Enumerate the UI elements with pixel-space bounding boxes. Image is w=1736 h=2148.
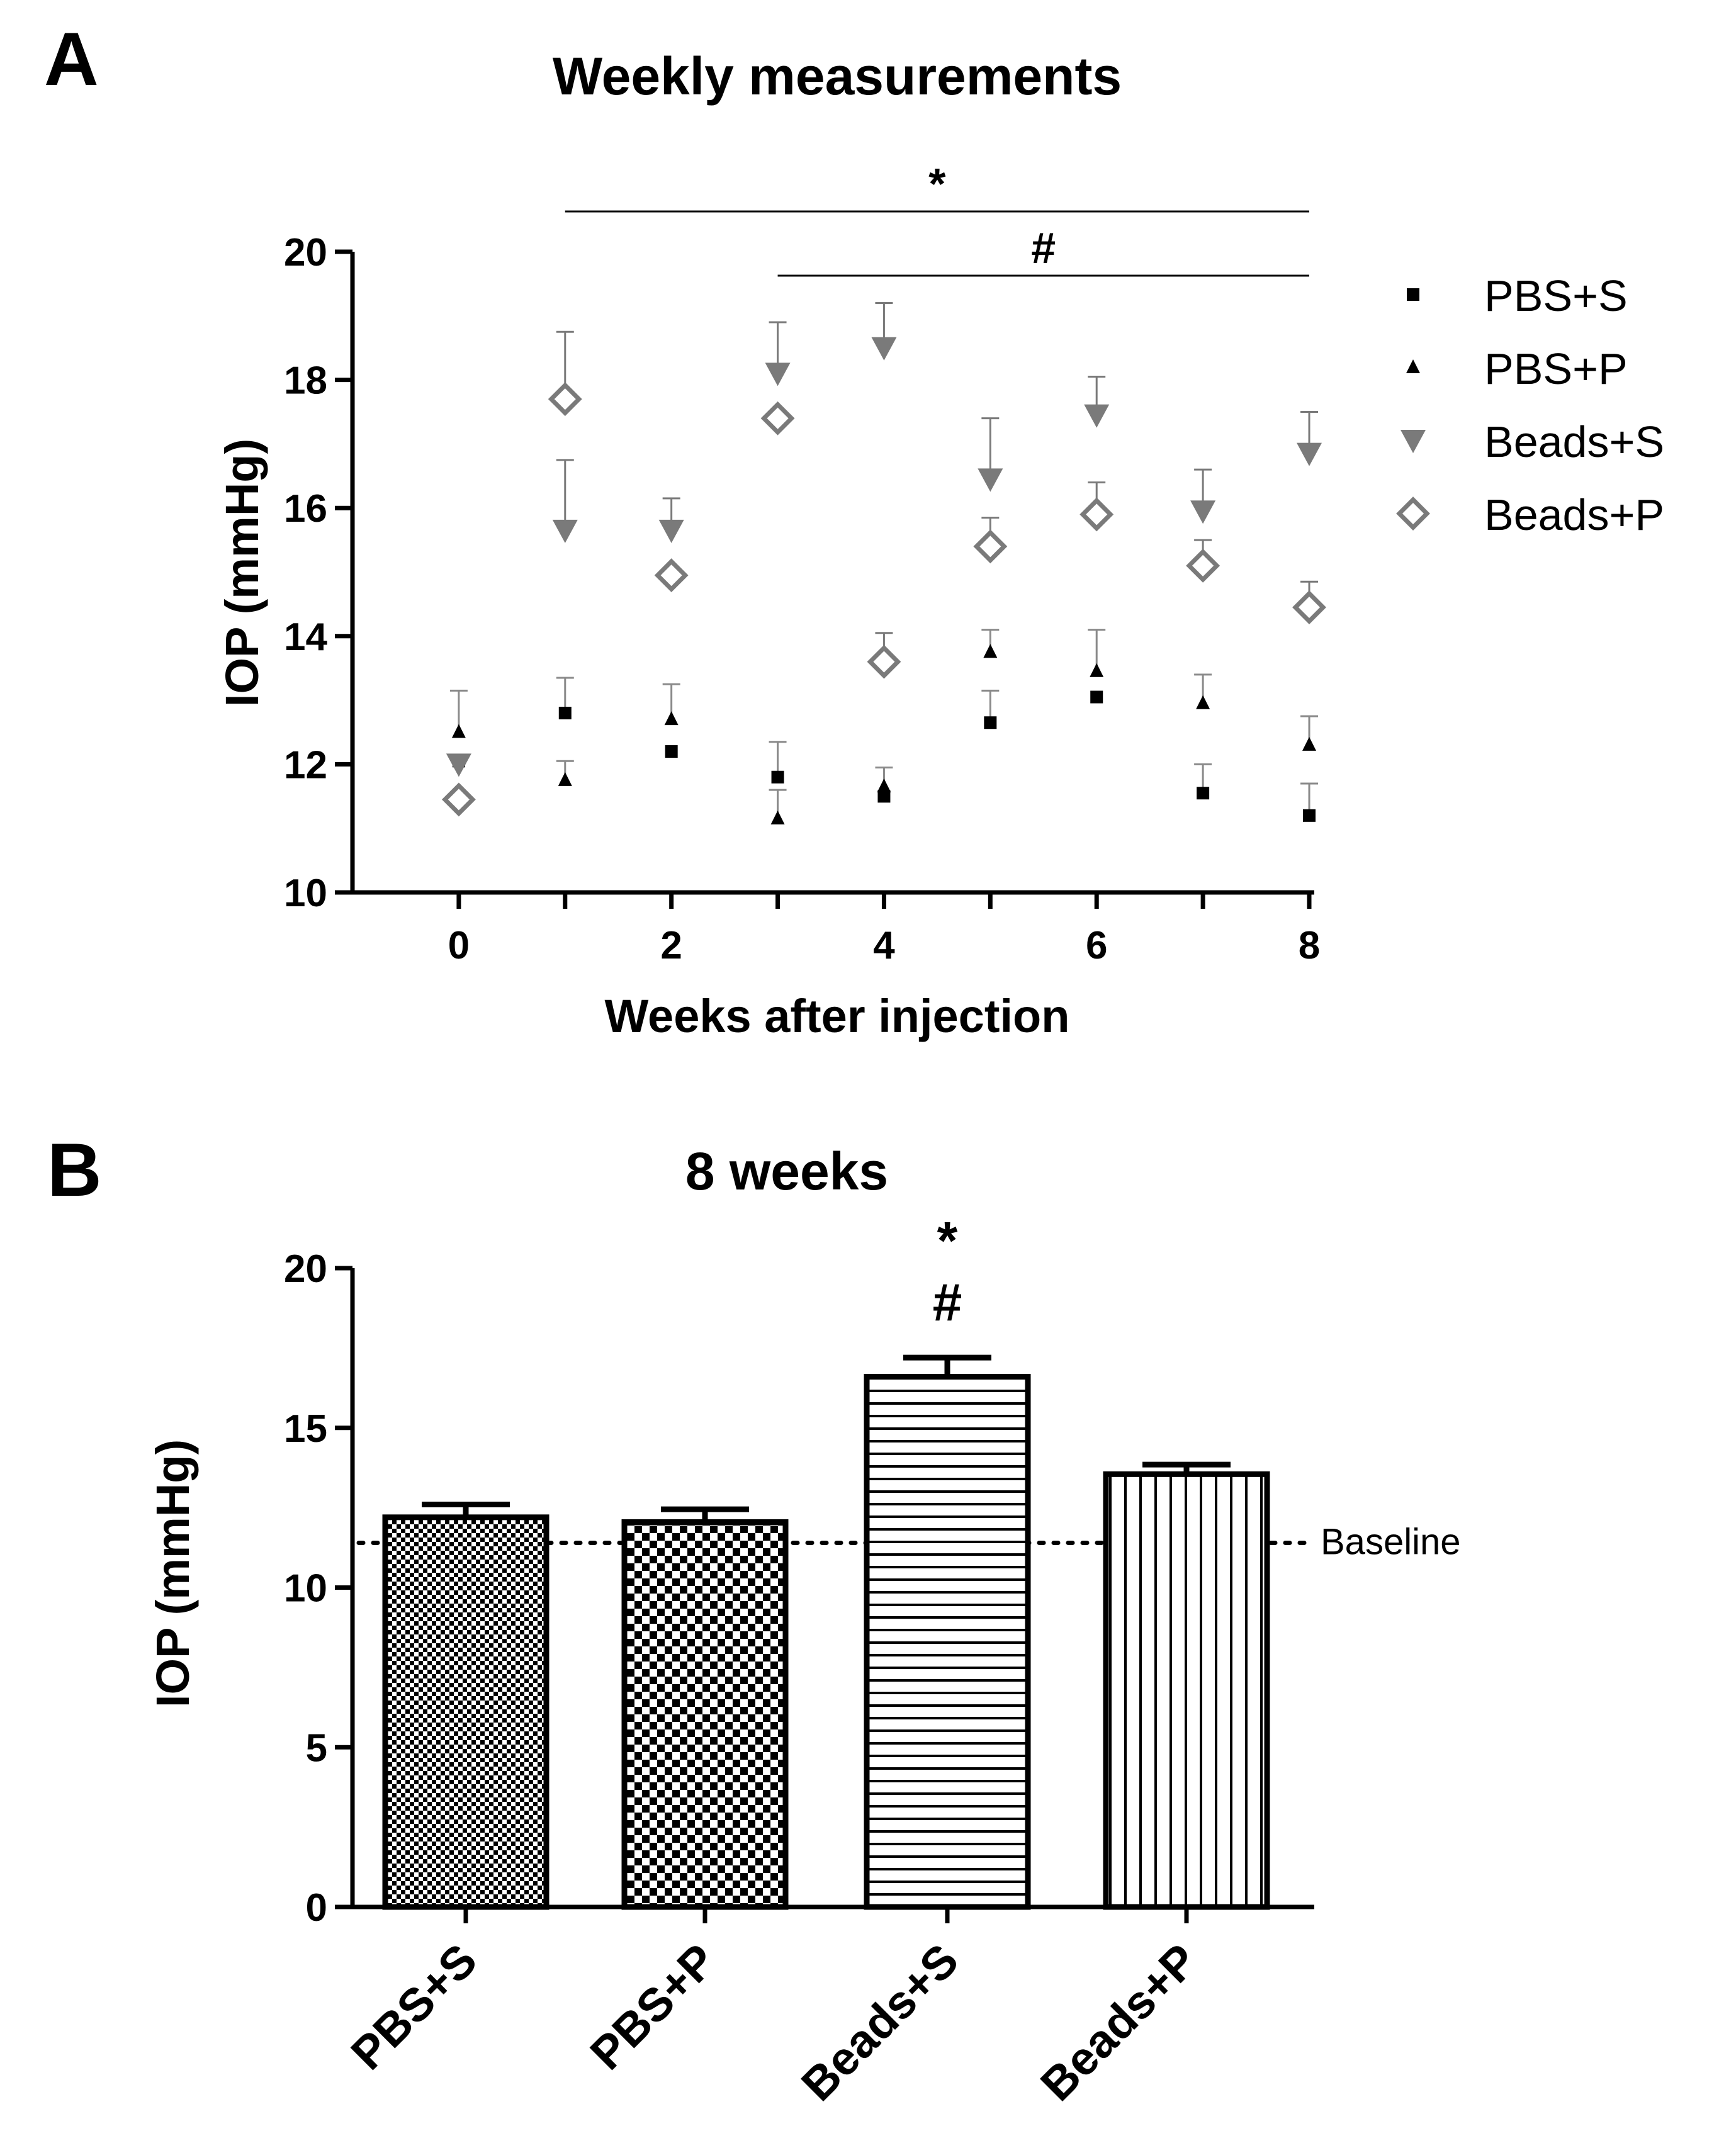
chart-a-point	[983, 644, 998, 658]
chart-a-point	[1303, 809, 1316, 822]
chart-a-series-pbs-s	[452, 677, 1318, 822]
chart-a-point	[770, 810, 785, 824]
chart-a-series-pbs-p	[449, 629, 1318, 824]
chart-a-y-tick-label: 14	[284, 616, 327, 659]
chart-b-y-tick-label: 10	[284, 1567, 327, 1611]
chart-b-bar	[382, 1514, 550, 1910]
chart-a-series-beads-s	[446, 301, 1322, 777]
chart-a-point	[1079, 497, 1114, 532]
chart-a-y-tick-label: 18	[284, 359, 327, 403]
chart-a-point	[1302, 736, 1316, 751]
chart-b-y-tick-label: 20	[284, 1247, 327, 1291]
chart-b-y-tick-label: 5	[306, 1726, 327, 1770]
chart-b-x-tick-label: Beads+P	[1030, 1934, 1207, 2111]
baseline-label: Baseline	[1321, 1521, 1460, 1562]
chart-a-title: Weekly measurements	[553, 47, 1122, 106]
chart-b-x-tick-label: PBS+S	[341, 1934, 487, 2080]
legend-label: Beads+P	[1484, 490, 1664, 539]
chart-b-bar	[864, 1374, 1031, 1910]
chart-a-point	[664, 711, 679, 726]
chart-b-bar-group	[621, 1506, 789, 1910]
chart-a-significance-label: #	[1031, 223, 1056, 273]
chart-b-title: 8 weeks	[685, 1142, 888, 1201]
chart-a-series-beads-p	[441, 330, 1326, 817]
chart-b-bar	[621, 1519, 789, 1910]
chart-b-bar	[1103, 1471, 1270, 1910]
chart-b-y-tick-label: 0	[306, 1886, 327, 1930]
legend-marker-pbs-s	[1407, 288, 1419, 301]
legend-label: PBS+P	[1484, 344, 1628, 393]
chart-b-bar-group	[1103, 1461, 1270, 1910]
chart-a-point	[665, 745, 678, 758]
chart-a-point	[1196, 695, 1210, 709]
chart-a-point	[984, 716, 997, 729]
chart-a-point	[1090, 663, 1104, 677]
chart-a-x-tick-label: 4	[873, 924, 895, 967]
chart-a-x-label: Weeks after injection	[605, 990, 1070, 1042]
legend-marker-beads-p	[1396, 497, 1430, 531]
chart-b-y-tick-label: 15	[284, 1407, 327, 1451]
chart-a-point	[867, 644, 901, 679]
chart-b: 0 5 10 15 20 Baseline PBS+S PBS+P Beads+S Beads…	[147, 1211, 1460, 2111]
chart-a-point	[1084, 404, 1110, 428]
chart-a-y-tick-label: 12	[284, 743, 327, 787]
chart-a-point	[1292, 590, 1326, 624]
chart-a-x-tick-label: 8	[1299, 924, 1320, 967]
chart-a-point	[451, 724, 466, 738]
chart-a-point	[658, 519, 684, 543]
legend-label: PBS+S	[1484, 271, 1628, 320]
chart-a-point	[654, 558, 689, 593]
chart-a-point	[877, 779, 891, 793]
chart-b-y-label: IOP (mmHg)	[147, 1439, 199, 1707]
chart-a-point	[1090, 690, 1103, 704]
legend-label: Beads+S	[1484, 417, 1664, 466]
chart-a-y-tick-label: 16	[284, 487, 327, 531]
chart-a-point	[1190, 500, 1216, 524]
chart-b-bar-group	[864, 1354, 1031, 1910]
chart-a-point	[1197, 787, 1210, 800]
chart-a-point	[771, 770, 784, 784]
chart-a-point	[441, 782, 476, 817]
chart-a-y-tick-label: 20	[284, 231, 327, 274]
chart-a-point	[552, 519, 578, 543]
chart-b-x-tick-label: Beads+S	[791, 1934, 968, 2111]
chart-a-y-label: IOP (mmHg)	[216, 439, 268, 707]
chart-a-point	[446, 753, 471, 777]
chart-a: 10 12 14 16 18 20 0 2 4 6 8 * # Weeks after injecti…	[216, 159, 1664, 1042]
chart-a-point	[548, 382, 582, 417]
chart-a-y-tick-label: 10	[284, 872, 327, 915]
chart-b-bar-group	[382, 1502, 550, 1910]
chart-b-significance-star: *	[937, 1211, 958, 1270]
chart-a-point	[1186, 548, 1220, 583]
chart-a-x-tick-label: 0	[448, 924, 470, 967]
chart-a-point	[877, 790, 891, 803]
chart-a-point	[871, 337, 897, 361]
panel-label-b: B	[47, 1128, 102, 1212]
chart-a-point	[765, 363, 791, 386]
chart-a-significance-label: *	[928, 159, 946, 208]
chart-a-point	[760, 401, 795, 436]
chart-a-point	[978, 468, 1003, 492]
chart-a-x-tick-label: 2	[660, 924, 682, 967]
legend-marker-beads-s	[1401, 430, 1426, 453]
chart-a-point	[1297, 442, 1322, 466]
chart-b-significance-hash: #	[933, 1273, 962, 1332]
chart-a-point	[973, 529, 1008, 564]
panel-label-a: A	[44, 17, 99, 101]
chart-b-x-tick-label: PBS+P	[580, 1934, 726, 2080]
chart-a-point	[558, 706, 572, 719]
chart-a-x-tick-label: 6	[1086, 924, 1107, 967]
chart-a-point	[558, 772, 572, 786]
legend-marker-pbs-p	[1406, 359, 1420, 373]
